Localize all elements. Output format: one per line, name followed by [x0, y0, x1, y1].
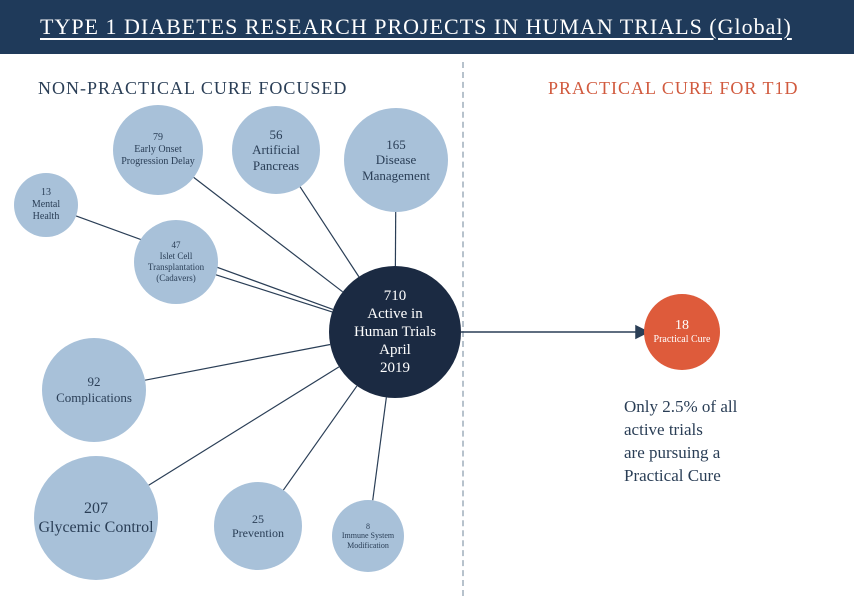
center-bubble: 710Active inHuman TrialsApril2019: [329, 266, 461, 398]
bubble-immune: 8Immune System Modification: [332, 500, 404, 572]
practical-label: Practical Cure: [650, 334, 715, 346]
bubble-practical-cure: 18Practical Cure: [644, 294, 720, 370]
bubble-value: 8: [366, 522, 370, 532]
bubble-value: 165: [386, 137, 406, 153]
caption-line3: are pursuing a: [624, 443, 720, 462]
bubble-early-onset: 79Early Onset Progression Delay: [113, 105, 203, 195]
bubble-artificial-pancreas: 56Artificial Pancreas: [232, 106, 320, 194]
bubble-label: Immune System Modification: [332, 531, 404, 550]
bubble-disease-mgmt: 165Disease Management: [344, 108, 448, 212]
bubble-label: Artificial Pancreas: [232, 142, 320, 173]
bubble-label: Disease Management: [344, 152, 448, 183]
bubble-value: 13: [41, 187, 51, 199]
bubble-label: Mental Health: [14, 199, 78, 223]
bubble-value: 47: [172, 240, 181, 251]
bubble-complications: 92Complications: [42, 338, 146, 442]
center-l5: 2019: [380, 359, 410, 377]
bubble-glycemic: 207Glycemic Control: [34, 456, 158, 580]
bubble-value: 25: [252, 512, 264, 526]
practical-caption: Only 2.5% of all active trials are pursu…: [624, 396, 804, 488]
bubble-value: 79: [153, 132, 163, 144]
caption-line2: active trials: [624, 420, 703, 439]
bubble-mental-health: 13Mental Health: [14, 173, 78, 237]
center-l2: Active in: [367, 305, 422, 323]
caption-line4: Practical Cure: [624, 466, 721, 485]
bubble-value: 207: [84, 499, 108, 518]
bubble-label: Complications: [52, 390, 136, 406]
bubble-value: 92: [88, 374, 101, 390]
center-value: 710: [384, 287, 407, 305]
center-l4: April: [379, 341, 411, 359]
bubble-label: Glycemic Control: [34, 518, 157, 537]
bubble-islet-cell: 47Islet Cell Transplantation (Cadavers): [134, 220, 218, 304]
practical-value: 18: [675, 318, 689, 335]
bubble-label: Early Onset Progression Delay: [113, 144, 203, 168]
center-l3: Human Trials: [354, 323, 436, 341]
caption-line1: Only 2.5% of all: [624, 397, 737, 416]
bubble-prevention: 25Prevention: [214, 482, 302, 570]
bubble-label: Prevention: [228, 526, 288, 540]
bubble-label: Islet Cell Transplantation (Cadavers): [134, 251, 218, 283]
bubble-value: 56: [270, 127, 283, 143]
